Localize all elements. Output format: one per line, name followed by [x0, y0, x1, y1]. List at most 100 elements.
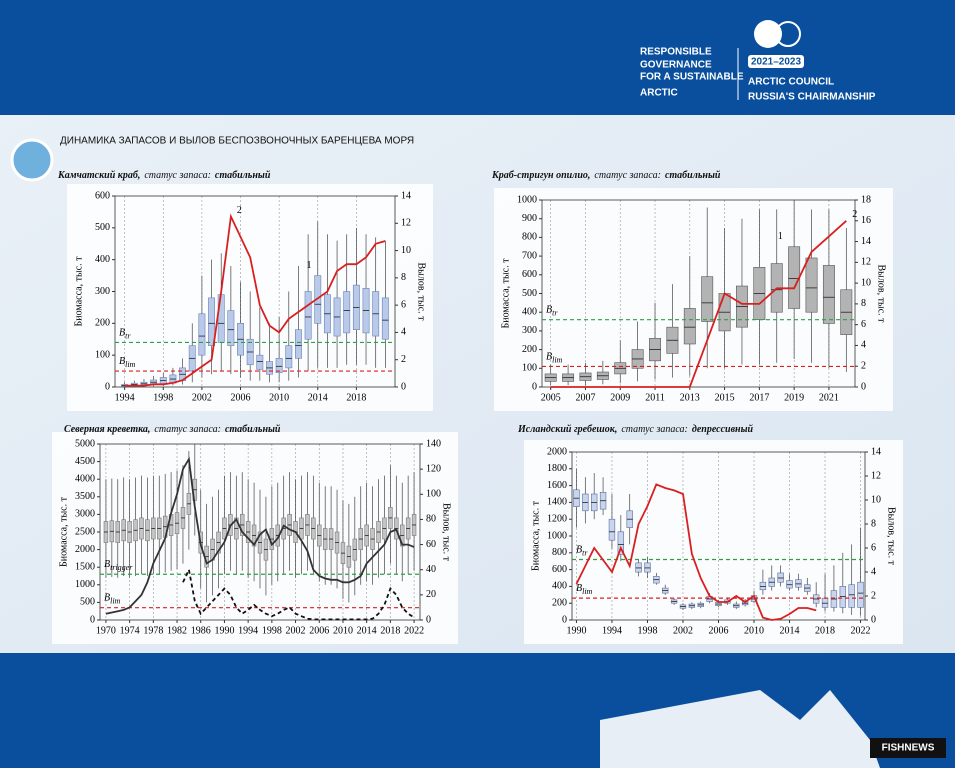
y2-tick-label: 6: [871, 542, 876, 553]
y-tick-label: 100: [522, 363, 537, 374]
x-tick-label: 2010: [744, 625, 764, 636]
panel: [524, 440, 903, 644]
chart-title: Исландский гребешок, статус запаса: депрес…: [517, 424, 754, 435]
box: [295, 329, 302, 359]
x-tick-label: 1970: [96, 625, 116, 636]
x-tick-label: 2017: [749, 392, 769, 403]
box: [227, 310, 235, 346]
box: [381, 297, 389, 340]
section-icon: [10, 138, 54, 182]
logo-line: RESPONSIBLE: [640, 47, 712, 58]
box: [635, 562, 642, 573]
iceberg: [600, 690, 880, 768]
y-tick-label: 800: [522, 232, 537, 243]
x-tick-label: 2006: [709, 625, 729, 636]
x-tick-label: 2006: [231, 392, 251, 403]
box: [275, 358, 283, 373]
y-tick-label: 0: [532, 381, 537, 392]
x-tick-label: 1990: [214, 625, 234, 636]
y-tick-label: 500: [95, 222, 110, 233]
reference-label: Blim: [104, 593, 121, 606]
y2-tick-label: 120: [426, 463, 441, 474]
box: [759, 581, 767, 591]
box: [343, 291, 351, 334]
y-axis-label: Биомасса, тыс. т: [58, 496, 69, 567]
x-tick-label: 1998: [262, 625, 282, 636]
reference-label: Btrigger: [104, 560, 133, 573]
y2-tick-label: 6: [861, 319, 866, 330]
chart-title: Северная креветка, статус запаса: стабильн…: [64, 424, 281, 435]
title-part: Краб-стригун опилио,: [491, 170, 590, 181]
y2-tick-label: 140: [426, 438, 441, 449]
reference-label: Blim: [546, 352, 563, 365]
y-tick-label: 1000: [547, 530, 567, 541]
box: [198, 313, 206, 356]
y2-tick-label: 14: [401, 190, 411, 201]
x-tick-label: 2002: [286, 625, 306, 636]
ref-sub: lim: [110, 597, 120, 606]
y2-tick-label: 4: [401, 327, 406, 338]
y-tick-label: 600: [522, 269, 537, 280]
x-tick-label: 1994: [238, 625, 258, 636]
y-tick-label: 4000: [75, 473, 95, 484]
box: [208, 297, 215, 346]
y2-tick-label: 20: [426, 589, 436, 600]
x-tick-label: 2010: [269, 392, 289, 403]
y-tick-label: 3000: [75, 509, 95, 520]
line-series: [124, 213, 386, 387]
logo-line: ARCTIC: [640, 88, 678, 99]
y2-tick-label: 0: [861, 381, 866, 392]
y-tick-label: 100: [95, 349, 110, 360]
y2-tick-label: 8: [401, 272, 406, 283]
y-tick-label: 1800: [547, 463, 567, 474]
plot-frame: [571, 451, 866, 621]
slide-title: ДИНАМИКА ЗАПАСОВ И ВЫЛОВ БЕСПОЗВОНОЧНЫХ …: [60, 136, 414, 147]
y2-tick-label: 12: [871, 470, 881, 481]
council: ARCTIC COUNCIL: [748, 77, 834, 88]
y-tick-label: 600: [95, 190, 110, 201]
y2-tick-label: 0: [401, 381, 406, 392]
x-tick-label: 1982: [167, 625, 187, 636]
ref-main: B: [104, 593, 110, 604]
chart-title: Камчатский краб, статус запаса: стабильный: [57, 170, 271, 181]
y-tick-label: 300: [95, 286, 110, 297]
y-tick-label: 5000: [75, 438, 95, 449]
y2-axis-label: Вылов, тыс. т: [886, 507, 897, 566]
ref-sub: lim: [552, 355, 562, 364]
x-tick-label: 2013: [680, 392, 700, 403]
box: [788, 246, 801, 309]
years: 2021–2023: [751, 57, 801, 68]
brand: FISHNEWS: [882, 743, 935, 754]
x-tick-label: 2021: [819, 392, 839, 403]
y-tick-label: 3500: [75, 491, 95, 502]
y2-tick-label: 14: [871, 446, 881, 457]
title-part: Исландский гребешок,: [517, 424, 617, 435]
title-part: статус запаса:: [621, 424, 688, 435]
plot-frame: [99, 443, 421, 621]
reference-label: Blim: [119, 356, 136, 369]
y2-tick-label: 6: [401, 299, 406, 310]
y2-tick-label: 14: [861, 236, 871, 247]
box: [644, 562, 651, 573]
title-part: Камчатский краб,: [57, 170, 140, 181]
box: [848, 584, 855, 608]
y2-axis-label: Вылов, тыс. т: [416, 263, 427, 322]
chart-title: Краб-стригун опилио, статус запаса: стабил…: [491, 170, 721, 181]
y2-tick-label: 8: [861, 298, 866, 309]
reference-label: Btr: [119, 328, 131, 341]
x-tick-label: 2015: [715, 392, 735, 403]
title-part: стабильный: [225, 424, 281, 435]
y2-tick-label: 12: [401, 218, 411, 229]
box-label: 1: [306, 260, 311, 271]
box: [795, 579, 802, 588]
x-tick-label: 1994: [115, 392, 135, 403]
y-tick-label: 2000: [547, 446, 567, 457]
y-tick-label: 0: [562, 614, 567, 625]
plot-frame: [114, 195, 396, 388]
x-tick-label: 2005: [541, 392, 561, 403]
x-tick-label: 2007: [575, 392, 595, 403]
y2-tick-label: 0: [871, 614, 876, 625]
x-tick-label: 2018: [380, 625, 400, 636]
y-tick-label: 900: [522, 213, 537, 224]
ref-main: B: [576, 545, 582, 556]
